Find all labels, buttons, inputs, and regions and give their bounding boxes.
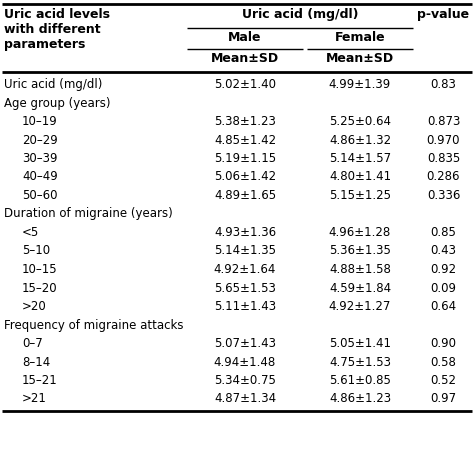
Text: <5: <5 xyxy=(22,226,39,239)
Text: 4.92±1.27: 4.92±1.27 xyxy=(329,300,391,313)
Text: 10–19: 10–19 xyxy=(22,115,58,128)
Text: p-value: p-value xyxy=(418,8,470,21)
Text: Uric acid (mg/dl): Uric acid (mg/dl) xyxy=(4,78,102,91)
Text: 5–10: 5–10 xyxy=(22,244,50,257)
Text: 4.86±1.32: 4.86±1.32 xyxy=(329,134,391,146)
Text: Mean±SD: Mean±SD xyxy=(326,52,394,65)
Text: 4.59±1.84: 4.59±1.84 xyxy=(329,281,391,294)
Text: 0.336: 0.336 xyxy=(427,189,460,202)
Text: 5.65±1.53: 5.65±1.53 xyxy=(214,281,276,294)
Text: 5.11±1.43: 5.11±1.43 xyxy=(214,300,276,313)
Text: 4.86±1.23: 4.86±1.23 xyxy=(329,393,391,406)
Text: 4.85±1.42: 4.85±1.42 xyxy=(214,134,276,146)
Text: 0–7: 0–7 xyxy=(22,337,43,350)
Text: 5.14±1.35: 5.14±1.35 xyxy=(214,244,276,257)
Text: >21: >21 xyxy=(22,393,47,406)
Text: Duration of migraine (years): Duration of migraine (years) xyxy=(4,207,173,220)
Text: 8–14: 8–14 xyxy=(22,355,50,369)
Text: 0.97: 0.97 xyxy=(430,393,456,406)
Text: 5.19±1.15: 5.19±1.15 xyxy=(214,152,276,165)
Text: Frequency of migraine attacks: Frequency of migraine attacks xyxy=(4,318,183,332)
Text: 5.05±1.41: 5.05±1.41 xyxy=(329,337,391,350)
Text: 5.61±0.85: 5.61±0.85 xyxy=(329,374,391,387)
Text: 20–29: 20–29 xyxy=(22,134,58,146)
Text: 50–60: 50–60 xyxy=(22,189,57,202)
Text: 4.87±1.34: 4.87±1.34 xyxy=(214,393,276,406)
Text: 4.92±1.64: 4.92±1.64 xyxy=(214,263,276,276)
Text: 5.25±0.64: 5.25±0.64 xyxy=(329,115,391,128)
Text: 0.92: 0.92 xyxy=(430,263,456,276)
Text: 5.02±1.40: 5.02±1.40 xyxy=(214,78,276,91)
Text: 15–20: 15–20 xyxy=(22,281,58,294)
Text: 0.43: 0.43 xyxy=(430,244,456,257)
Text: 5.36±1.35: 5.36±1.35 xyxy=(329,244,391,257)
Text: Male: Male xyxy=(228,31,262,44)
Text: 0.64: 0.64 xyxy=(430,300,456,313)
Text: 0.90: 0.90 xyxy=(430,337,456,350)
Text: 0.970: 0.970 xyxy=(427,134,460,146)
Text: 4.99±1.39: 4.99±1.39 xyxy=(329,78,391,91)
Text: 15–21: 15–21 xyxy=(22,374,58,387)
Text: 5.38±1.23: 5.38±1.23 xyxy=(214,115,276,128)
Text: Mean±SD: Mean±SD xyxy=(211,52,279,65)
Text: 4.88±1.58: 4.88±1.58 xyxy=(329,263,391,276)
Text: 5.14±1.57: 5.14±1.57 xyxy=(329,152,391,165)
Text: 4.96±1.28: 4.96±1.28 xyxy=(329,226,391,239)
Text: 5.15±1.25: 5.15±1.25 xyxy=(329,189,391,202)
Text: >20: >20 xyxy=(22,300,47,313)
Text: 5.34±0.75: 5.34±0.75 xyxy=(214,374,276,387)
Text: 0.873: 0.873 xyxy=(427,115,460,128)
Text: 0.286: 0.286 xyxy=(427,170,460,183)
Text: 0.09: 0.09 xyxy=(430,281,456,294)
Text: 5.06±1.42: 5.06±1.42 xyxy=(214,170,276,183)
Text: 40–49: 40–49 xyxy=(22,170,58,183)
Text: 4.89±1.65: 4.89±1.65 xyxy=(214,189,276,202)
Text: Female: Female xyxy=(335,31,385,44)
Text: 0.58: 0.58 xyxy=(430,355,456,369)
Text: 30–39: 30–39 xyxy=(22,152,57,165)
Text: 4.80±1.41: 4.80±1.41 xyxy=(329,170,391,183)
Text: 0.85: 0.85 xyxy=(430,226,456,239)
Text: Uric acid levels
with different
parameters: Uric acid levels with different paramete… xyxy=(4,8,110,51)
Text: 0.835: 0.835 xyxy=(427,152,460,165)
Text: 4.93±1.36: 4.93±1.36 xyxy=(214,226,276,239)
Text: 0.83: 0.83 xyxy=(430,78,456,91)
Text: 4.94±1.48: 4.94±1.48 xyxy=(214,355,276,369)
Text: 0.52: 0.52 xyxy=(430,374,456,387)
Text: 4.75±1.53: 4.75±1.53 xyxy=(329,355,391,369)
Text: 10–15: 10–15 xyxy=(22,263,58,276)
Text: Age group (years): Age group (years) xyxy=(4,97,110,109)
Text: Uric acid (mg/dl): Uric acid (mg/dl) xyxy=(242,8,358,21)
Text: 5.07±1.43: 5.07±1.43 xyxy=(214,337,276,350)
